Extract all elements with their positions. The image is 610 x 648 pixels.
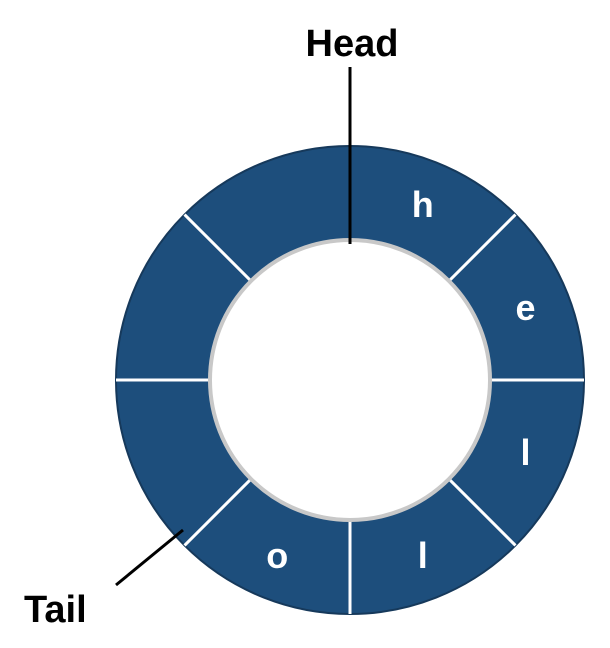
slot-divider xyxy=(445,213,517,285)
slot-char-4: o xyxy=(266,535,288,576)
slot-dividers xyxy=(116,146,584,614)
head-label: Head xyxy=(306,23,399,65)
ring-buffer: h e l l o xyxy=(115,145,585,615)
slot-divider xyxy=(183,475,255,547)
ring-inner-hole xyxy=(208,238,492,522)
slot-characters: h e l l o xyxy=(266,184,535,576)
slot-char-2: l xyxy=(521,432,531,473)
tail-label: Tail xyxy=(24,589,87,631)
slot-divider xyxy=(183,213,255,285)
slot-char-3: l xyxy=(418,535,428,576)
slot-char-0: h xyxy=(412,184,434,225)
slot-divider xyxy=(445,475,517,547)
tail-pointer-line xyxy=(115,528,184,587)
slot-char-1: e xyxy=(516,287,536,328)
